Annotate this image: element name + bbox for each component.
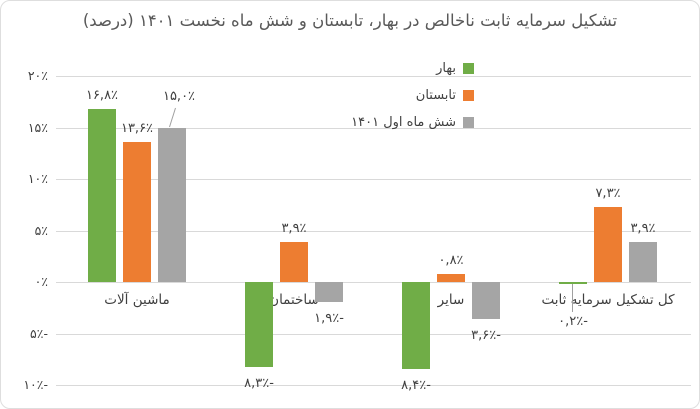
category-label: ساختمان bbox=[269, 292, 319, 308]
legend-label: شش ماه اول ۱۴۰۱ bbox=[351, 114, 456, 130]
category-label: کل تشکیل سرمایه ثابت bbox=[541, 292, 675, 308]
bar-value-label: ۱۵,۰٪ bbox=[162, 89, 196, 104]
y-axis-tick-label: ۵٪ bbox=[34, 223, 48, 238]
y-axis-tick-label: ۱۰٪- bbox=[23, 377, 48, 392]
bar bbox=[123, 142, 151, 282]
legend-swatch bbox=[463, 116, 474, 128]
gridline bbox=[56, 385, 691, 386]
legend-swatch bbox=[463, 89, 474, 101]
bar bbox=[245, 282, 273, 367]
y-axis-tick-label: ۱۵٪ bbox=[27, 120, 48, 135]
bar-value-label: ۱۳,۶٪ bbox=[120, 121, 154, 136]
legend-item: تابستان bbox=[416, 86, 474, 104]
bar-value-label: ۸,۳٪- bbox=[244, 376, 274, 391]
chart-title: تشکیل سرمایه ثابت ناخالص در بهار، تابستا… bbox=[82, 11, 618, 30]
gridline bbox=[56, 231, 691, 232]
leader-line bbox=[169, 107, 176, 128]
bar bbox=[315, 282, 343, 302]
gridline bbox=[56, 282, 691, 283]
category-label: ماشین آلات bbox=[104, 292, 170, 308]
legend-label: تابستان bbox=[415, 87, 456, 103]
y-axis-tick-label: ۱۰٪ bbox=[27, 171, 48, 186]
bar bbox=[158, 128, 186, 282]
bar-value-label: ۳,۹٪ bbox=[281, 221, 307, 236]
y-axis-tick-label: ۵٪- bbox=[30, 326, 48, 341]
bar-value-label: ۳,۶٪- bbox=[471, 328, 501, 343]
bar-value-label: ۱۶,۸٪ bbox=[85, 88, 119, 103]
y-axis-tick-label: ۲۰٪ bbox=[27, 68, 48, 83]
bar bbox=[402, 282, 430, 369]
gridline bbox=[56, 334, 691, 335]
bar-value-label: ۳,۹٪ bbox=[630, 221, 656, 236]
category-label: سایر bbox=[437, 292, 465, 308]
bar bbox=[88, 109, 116, 282]
bar bbox=[437, 274, 465, 282]
legend-item: شش ماه اول ۱۴۰۱ bbox=[351, 113, 474, 131]
gridline bbox=[56, 128, 691, 129]
legend-label: بهار bbox=[436, 60, 456, 76]
gridline bbox=[56, 179, 691, 180]
bar bbox=[280, 242, 308, 282]
y-axis-tick-label: ۰٪ bbox=[34, 274, 48, 289]
legend-item: بهار bbox=[436, 59, 474, 77]
bar bbox=[472, 282, 500, 319]
legend-swatch bbox=[463, 62, 474, 74]
gridline bbox=[56, 76, 691, 77]
bar-value-label: ۷,۳٪ bbox=[595, 186, 621, 201]
bar bbox=[629, 242, 657, 282]
bar-value-label: ۰,۸٪ bbox=[438, 253, 464, 268]
bar-value-label: ۱,۹٪- bbox=[314, 311, 344, 326]
bar-value-label: ۰,۲٪- bbox=[558, 314, 588, 329]
bar bbox=[559, 282, 587, 284]
bar bbox=[594, 207, 622, 282]
bar-value-label: ۸,۴٪- bbox=[401, 378, 431, 393]
